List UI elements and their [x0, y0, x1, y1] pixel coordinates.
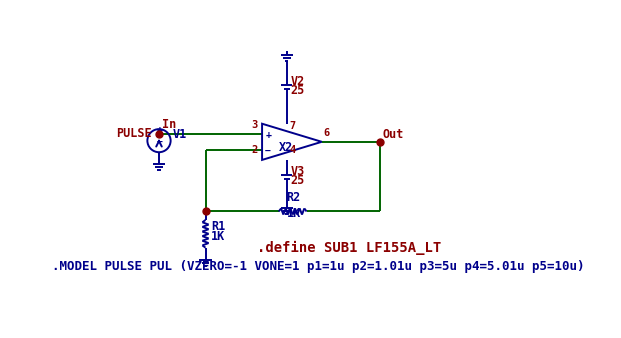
Text: .MODEL PULSE PUL (VZERO=-1 VONE=1 p1=1u p2=1.01u p3=5u p4=5.01u p5=10u): .MODEL PULSE PUL (VZERO=-1 VONE=1 p1=1u …	[52, 260, 584, 273]
Text: 4: 4	[289, 145, 296, 155]
Text: 1K: 1K	[211, 230, 225, 243]
Text: 6: 6	[324, 128, 330, 138]
Text: 25: 25	[291, 84, 305, 97]
Text: 3: 3	[252, 120, 258, 130]
Text: +: +	[265, 130, 271, 140]
Text: 2: 2	[252, 145, 258, 155]
Text: +: +	[156, 125, 163, 135]
Text: 25: 25	[291, 174, 305, 187]
Text: 7: 7	[289, 121, 296, 131]
Text: V2: V2	[291, 75, 305, 88]
Text: R2: R2	[286, 192, 301, 204]
Text: R1: R1	[211, 220, 225, 233]
Text: In: In	[162, 118, 176, 131]
Text: 1K: 1K	[286, 207, 301, 220]
Text: X2: X2	[279, 142, 293, 154]
Text: V3: V3	[291, 165, 305, 177]
Text: PULSE: PULSE	[116, 127, 152, 140]
Text: Out: Out	[383, 128, 404, 141]
Text: −: −	[156, 137, 163, 146]
Text: −: −	[265, 146, 271, 155]
Text: .define SUB1 LF155A_LT: .define SUB1 LF155A_LT	[256, 241, 441, 255]
Text: V1: V1	[173, 128, 187, 141]
